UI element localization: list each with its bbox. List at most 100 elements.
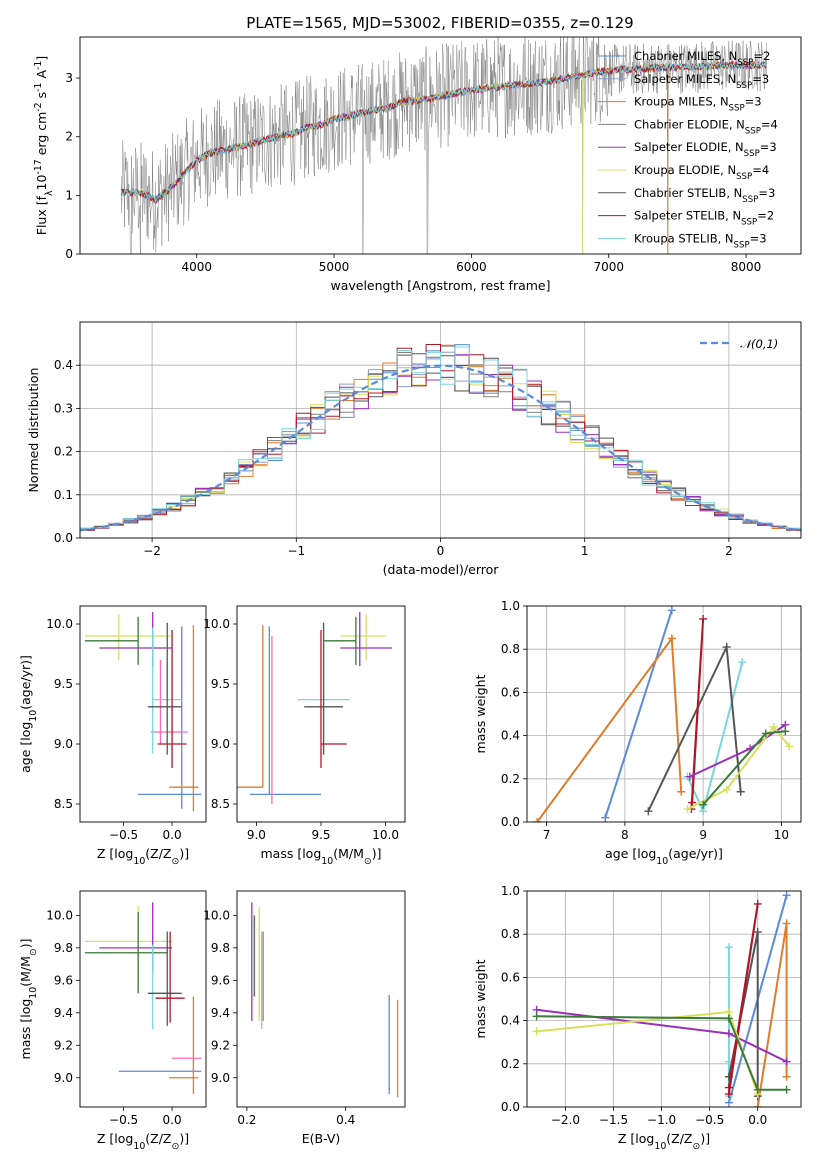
axes-frame [79, 890, 207, 1108]
y-tick-label: 0.2 [501, 1057, 520, 1071]
text-run: wavelength [Angstrom, rest frame] [330, 278, 550, 293]
y-axis-label: Flux [fλ10-17 erg cm-2 s-1 A-1] [33, 56, 55, 235]
subscript: 10 [321, 856, 333, 867]
y-tick-label: 9.4 [54, 1006, 73, 1020]
subscript: ⊙ [364, 856, 372, 867]
x-tick-label: 0.0 [163, 1113, 182, 1127]
x-tick-label: −1.5 [599, 1113, 628, 1127]
weight-marker [722, 643, 731, 652]
x-tick-label: 8000 [731, 260, 762, 274]
y-tick-label: 1.0 [501, 599, 520, 613]
y-tick-label: 9.4 [211, 1006, 230, 1020]
normal-reference-curve [80, 364, 801, 532]
weight-marker [782, 891, 791, 900]
x-tick-label: 0.4 [336, 1113, 355, 1127]
subscript: SSP [742, 195, 758, 205]
text-run: age [log [605, 846, 656, 861]
text-run: )] [700, 1131, 710, 1146]
error-bar-point [84, 616, 139, 665]
weight-marker [769, 722, 778, 731]
x-tick-label: 9.5 [311, 828, 330, 842]
text-run: (M/M [333, 846, 364, 861]
weight-marker [699, 614, 708, 623]
plot-area [532, 891, 791, 1107]
x-tick-label: 0.0 [748, 1113, 767, 1127]
x-axis-label: (data-model)/error [383, 562, 500, 577]
y-tick-label: 0.0 [501, 1100, 520, 1114]
text-run: Flux [f [34, 195, 49, 235]
weight-marker [738, 658, 747, 667]
weight-marker [782, 1085, 791, 1094]
text-run: Kroupa STELIB, N [634, 231, 734, 245]
axes-frame [79, 605, 207, 823]
subscript: SSP [744, 149, 760, 159]
text-run: )] [18, 939, 33, 949]
text-run: ] [34, 56, 49, 61]
weight-marker [667, 634, 676, 643]
text-run: )] [179, 846, 189, 861]
error-bar-point [340, 612, 393, 666]
text-run: (Z/Z [145, 846, 171, 861]
y-tick-label: 1.0 [501, 884, 520, 898]
plot-area [120, 37, 768, 254]
text-run: s [34, 92, 49, 103]
subscript: ⊙ [28, 948, 39, 956]
legend-label: Salpeter ELODIE, NSSP=3 [634, 140, 777, 159]
x-tick-label: 10.0 [372, 828, 399, 842]
x-tick-label: 8 [621, 828, 629, 842]
y-tick-label: 0.2 [501, 772, 520, 786]
text-run: (age/yr)] [668, 846, 723, 861]
subscript: SSP [737, 58, 753, 68]
weight-marker [753, 899, 762, 908]
weight-line [536, 635, 683, 822]
superscript: -1 [33, 82, 44, 91]
weight-marker [601, 813, 610, 822]
subscript: λ [44, 190, 55, 196]
model-spectrum-line [120, 60, 768, 204]
axes-frame [79, 36, 802, 255]
subscript: 10 [28, 987, 39, 999]
legend-label: Chabrier MILES, NSSP=2 [634, 49, 770, 68]
superscript: -2 [33, 102, 44, 111]
text-run: =3 [752, 72, 769, 86]
math-run: 𝒩(0,1) [740, 337, 778, 351]
error-bar-point [323, 616, 357, 665]
x-tick-label: 10 [774, 828, 789, 842]
weight-marker [724, 1029, 733, 1038]
histogram-step [80, 346, 801, 530]
weight-marker [532, 1012, 541, 1021]
error-bar-point [147, 622, 182, 755]
error-bar-point [340, 614, 386, 660]
text-run: Kroupa MILES, N [634, 95, 729, 109]
text-run: E(B-V) [302, 1131, 341, 1146]
text-run: )] [372, 846, 382, 861]
text-run: =4 [752, 163, 769, 177]
y-tick-label: 10.0 [203, 617, 230, 631]
text-run: (Z/Z [666, 1131, 692, 1146]
legend: 𝒩(0,1) [700, 337, 778, 351]
text-run: mass weight [473, 959, 488, 1038]
plot-area [237, 612, 393, 804]
error-bar-point [169, 625, 199, 812]
y-tick-label: 9.8 [211, 941, 230, 955]
y-tick-label: 0.8 [501, 642, 520, 656]
weight-line [690, 618, 705, 810]
error-bar-point [150, 660, 188, 744]
x-axis-label: E(B-V) [302, 1131, 341, 1146]
axes-frame [526, 605, 802, 823]
text-run: (data-model)/error [383, 562, 500, 577]
x-tick-label: 7 [543, 828, 551, 842]
weight-line [536, 1015, 787, 1091]
y-axis-label: mass weight [473, 959, 488, 1038]
x-tick-label: −1.0 [647, 1113, 676, 1127]
text-run: =3 [750, 231, 767, 245]
x-tick-label: 5000 [319, 260, 350, 274]
panel-residuals: −2 −1 0 1 2 0.0 0.1 0.2 0.3 0.4 (data-model)/error… [26, 321, 802, 577]
weight-marker [781, 727, 790, 736]
y-axis-label: mass [log10(M/M⊙)] [18, 939, 39, 1060]
text-run: Normed distribution [26, 368, 41, 493]
subscript: SSP [736, 81, 752, 91]
subscript: 10 [133, 856, 145, 867]
